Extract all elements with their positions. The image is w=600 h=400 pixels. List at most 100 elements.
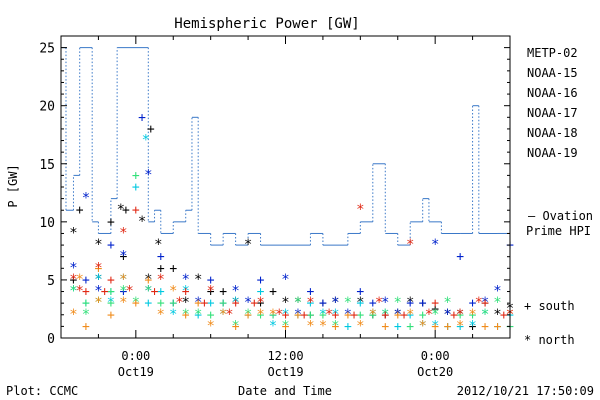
data-point: * (468, 318, 476, 334)
data-point: + (331, 319, 339, 334)
data-point: * (157, 307, 165, 323)
data-point: + (107, 285, 115, 300)
data-point: + (76, 203, 84, 218)
ovation-label-2: Prime HPI (526, 224, 591, 238)
data-point: + (207, 296, 215, 311)
data-point: * (194, 295, 202, 311)
data-point: * (225, 307, 233, 323)
data-point: * (406, 295, 414, 311)
data-point: + (82, 296, 90, 311)
data-point: * (182, 295, 190, 311)
data-point: * (75, 284, 83, 300)
data-point: * (294, 307, 302, 323)
data-point: * (119, 225, 127, 241)
data-point: + (82, 285, 90, 300)
data-point: + (419, 308, 427, 323)
data-point: * (119, 284, 127, 300)
data-point: + (194, 296, 202, 311)
data-point: + (307, 308, 315, 323)
legend-entry: NOAA-17 (527, 106, 578, 120)
data-point: * (425, 307, 433, 323)
data-point: + (194, 308, 202, 323)
data-point: + (269, 285, 277, 300)
y-tick-label: 15 (39, 158, 55, 173)
data-point: + (201, 296, 209, 311)
data-point: + (381, 308, 389, 323)
data-point: + (232, 319, 240, 334)
data-point: * (375, 295, 383, 311)
data-point: + (169, 261, 177, 276)
data-point: * (369, 307, 377, 323)
ovation-label: — Ovation (528, 209, 593, 223)
data-point: * (175, 295, 183, 311)
data-point: * (418, 318, 426, 334)
data-point: + (119, 250, 127, 265)
data-point: + (456, 250, 464, 265)
data-point: * (206, 284, 214, 300)
data-point: * (475, 295, 483, 311)
footer-credit: Plot: CCMC (6, 384, 78, 398)
data-point: + (419, 296, 427, 311)
data-point: * (182, 307, 190, 323)
data-point: * (468, 307, 476, 323)
plot-area: *+*+*+*+*+*+*+* + *+* + *+ *+ *+*+*+* + *+*+ *+*+… (61, 47, 514, 334)
data-point: * (231, 318, 239, 334)
data-point: + (207, 285, 215, 300)
data-point: * (294, 295, 302, 311)
data-point: * (69, 284, 77, 300)
data-point: * (94, 260, 102, 276)
data-point: + (157, 296, 165, 311)
footer-timestamp: 2012/10/21 17:50:09 (457, 384, 594, 398)
data-point: * (443, 307, 451, 323)
x-tick-label-time: 0:00 (121, 349, 150, 363)
data-point: + (207, 273, 215, 288)
data-point: + (500, 308, 508, 323)
data-point: * (219, 307, 227, 323)
data-point: * (119, 272, 127, 288)
legend-entry: METP-02 (527, 46, 578, 60)
data-point: + (257, 308, 265, 323)
data-point: * (281, 307, 289, 323)
y-axis-label: P [GW] (6, 164, 20, 207)
data-point: + (132, 203, 140, 218)
data-point: + (406, 319, 414, 334)
data-point: * (144, 272, 152, 288)
data-point: + (431, 296, 439, 311)
data-point: + (219, 285, 227, 300)
data-point: + (107, 238, 115, 253)
data-point: * (394, 295, 402, 311)
data-point: + (250, 296, 258, 311)
data-point: + (331, 308, 339, 323)
data-point: + (107, 296, 115, 311)
data-point: + (207, 308, 215, 323)
data-point: * (481, 307, 489, 323)
data-point: + (431, 319, 439, 334)
data-point: * (231, 295, 239, 311)
data-point: * (418, 318, 426, 334)
data-point: + (138, 110, 146, 125)
data-point: * (69, 307, 77, 323)
data-point: + (82, 319, 90, 334)
data-point: * (154, 237, 162, 253)
data-point: * (94, 295, 102, 311)
marker-south-legend: + south (524, 299, 575, 313)
data-point: * (306, 295, 314, 311)
data-point: + (356, 308, 364, 323)
data-point: * (138, 214, 146, 230)
data-point: * (306, 318, 314, 334)
data-point: * (443, 295, 451, 311)
data-point: + (282, 319, 290, 334)
data-point: + (481, 319, 489, 334)
data-point: + (169, 296, 177, 311)
data-point: + (147, 122, 155, 137)
data-point: + (369, 296, 377, 311)
data-point: * (319, 318, 327, 334)
data-point: + (481, 296, 489, 311)
data-point: + (157, 261, 165, 276)
data-point: + (394, 308, 402, 323)
data-point: * (356, 202, 364, 218)
data-point: * (244, 295, 252, 311)
data-point: * (169, 307, 177, 323)
legend-entry: NOAA-18 (527, 126, 578, 140)
